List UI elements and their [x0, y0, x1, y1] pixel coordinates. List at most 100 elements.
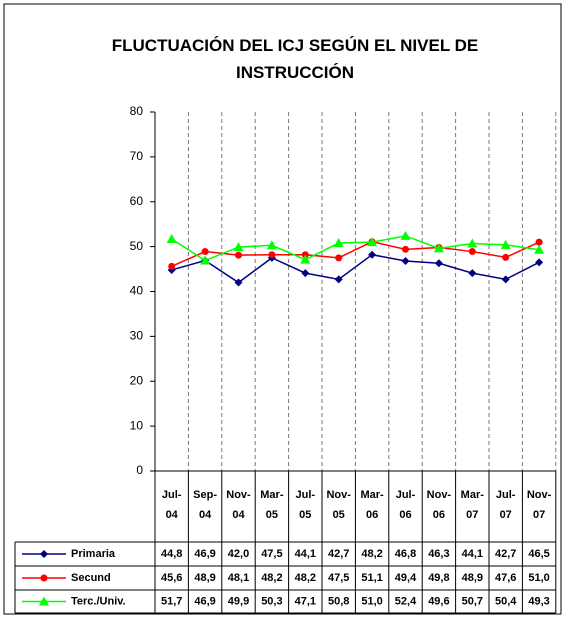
marker: [300, 254, 311, 264]
marker: [468, 269, 477, 278]
marker: [268, 251, 276, 259]
y-tick-label: 30: [130, 329, 144, 343]
x-tick-label: Nov-04: [226, 489, 251, 521]
legend-label: Primaria: [71, 548, 116, 560]
x-tick-label: Mar-07: [460, 489, 484, 521]
y-tick-label: 10: [130, 418, 144, 432]
table-value: 49,8: [428, 572, 449, 584]
table-value: 51,0: [361, 595, 382, 607]
table-value: 47,5: [261, 548, 282, 560]
table-value: 49,3: [528, 595, 549, 607]
table-value: 48,2: [295, 572, 316, 584]
table-value: 44,8: [161, 548, 182, 560]
table-value: 50,4: [495, 595, 517, 607]
marker: [502, 253, 510, 261]
chart-title: FLUCTUACIÓN DEL ICJ SEGÚN EL NIVEL DE IN…: [111, 36, 479, 82]
marker: [535, 238, 543, 246]
table-value: 49,4: [395, 572, 417, 584]
chart-frame: [3, 3, 562, 615]
marker: [201, 248, 209, 256]
table-value: 52,4: [395, 595, 417, 607]
marker: [335, 254, 343, 262]
x-tick-label: Mar-06: [360, 489, 384, 521]
y-tick-label: 40: [130, 284, 144, 298]
marker: [235, 251, 242, 259]
y-tick-label: 20: [130, 373, 144, 387]
table-value: 47,5: [328, 572, 349, 584]
x-tick-label: Jul-06: [395, 489, 416, 521]
x-tick-label: Jul-05: [295, 489, 316, 521]
marker: [266, 240, 277, 250]
marker: [433, 243, 444, 253]
table-value: 46,9: [194, 595, 215, 607]
marker: [333, 238, 344, 248]
y-tick-label: 70: [130, 149, 144, 163]
table-value: 48,9: [194, 572, 215, 584]
marker: [467, 238, 478, 248]
marker: [334, 275, 343, 284]
y-tick-label: 50: [130, 239, 144, 253]
table-value: 45,6: [161, 572, 182, 584]
table-value: 51,7: [161, 595, 182, 607]
table-value: 47,1: [295, 595, 316, 607]
legend-marker: [40, 574, 48, 582]
table-value: 46,5: [528, 548, 549, 560]
x-tick-label: Nov-07: [526, 489, 552, 521]
legend-marker: [40, 550, 48, 558]
table-value: 50,3: [261, 595, 282, 607]
table-value: 49,9: [228, 595, 249, 607]
table-value: 48,2: [261, 572, 282, 584]
table-value: 51,1: [361, 572, 382, 584]
table-value: 49,6: [428, 595, 449, 607]
x-tick-label: Sep-04: [193, 489, 218, 521]
table-value: 51,0: [528, 572, 549, 584]
table-value: 44,1: [295, 548, 316, 560]
x-tick-label: Jul-04: [161, 489, 182, 521]
x-tick-label: Nov-05: [326, 489, 351, 521]
legend-marker: [39, 596, 49, 606]
series-line: [171, 240, 540, 268]
marker: [368, 250, 377, 259]
table-value: 46,8: [395, 548, 416, 560]
legend-label: Secund: [71, 572, 111, 584]
table-value: 44,1: [462, 548, 483, 560]
marker: [402, 245, 409, 253]
legend-label: Terc./Univ.: [71, 595, 126, 607]
y-tick-label: 0: [136, 463, 143, 477]
table-value: 42,7: [495, 548, 516, 560]
table-value: 46,3: [428, 548, 449, 560]
x-tick-label: Nov-06: [426, 489, 452, 521]
marker: [200, 255, 211, 265]
marker: [166, 233, 177, 243]
table-value: 48,1: [228, 572, 249, 584]
table-value: 42,7: [328, 548, 349, 560]
marker: [434, 259, 443, 268]
table-value: 48,9: [462, 572, 483, 584]
table-value: 46,9: [194, 548, 215, 560]
marker: [367, 237, 378, 247]
marker: [401, 256, 410, 265]
table-value: 42,0: [228, 548, 249, 560]
table-value: 50,7: [462, 595, 483, 607]
x-tick-label: Mar-05: [260, 489, 284, 521]
table-value: 50,8: [328, 595, 349, 607]
marker: [501, 275, 510, 284]
marker: [400, 230, 411, 240]
marker: [534, 244, 545, 254]
marker: [168, 262, 176, 270]
y-tick-label: 80: [130, 104, 144, 118]
marker: [468, 248, 476, 256]
marker: [234, 278, 243, 287]
marker: [301, 269, 310, 278]
y-tick-label: 60: [130, 194, 144, 208]
marker: [500, 239, 511, 249]
marker: [233, 242, 244, 252]
marker: [535, 258, 544, 267]
table-value: 48,2: [361, 548, 382, 560]
x-tick-label: Jul-07: [495, 489, 516, 521]
series-line: [171, 235, 540, 262]
table-value: 47,6: [495, 572, 516, 584]
series-line: [171, 253, 540, 284]
